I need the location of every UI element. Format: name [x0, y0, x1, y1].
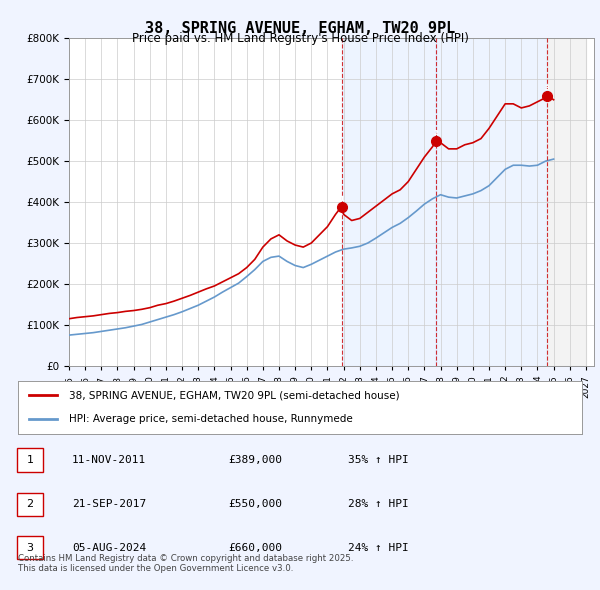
- Text: Contains HM Land Registry data © Crown copyright and database right 2025.
This d: Contains HM Land Registry data © Crown c…: [18, 554, 353, 573]
- Text: 2: 2: [434, 130, 439, 136]
- Text: Price paid vs. HM Land Registry's House Price Index (HPI): Price paid vs. HM Land Registry's House …: [131, 32, 469, 45]
- Text: 1: 1: [26, 455, 34, 465]
- Text: £389,000: £389,000: [228, 455, 282, 465]
- Text: 21-SEP-2017: 21-SEP-2017: [72, 500, 146, 509]
- Text: 3: 3: [26, 543, 34, 552]
- Text: 38, SPRING AVENUE, EGHAM, TW20 9PL (semi-detached house): 38, SPRING AVENUE, EGHAM, TW20 9PL (semi…: [69, 391, 400, 401]
- Text: £550,000: £550,000: [228, 500, 282, 509]
- Text: 35% ↑ HPI: 35% ↑ HPI: [348, 455, 409, 465]
- Text: 2: 2: [26, 500, 34, 509]
- Text: 38, SPRING AVENUE, EGHAM, TW20 9PL: 38, SPRING AVENUE, EGHAM, TW20 9PL: [145, 21, 455, 35]
- Text: £660,000: £660,000: [228, 543, 282, 552]
- Text: HPI: Average price, semi-detached house, Runnymede: HPI: Average price, semi-detached house,…: [69, 414, 353, 424]
- Bar: [436, 38, 547, 366]
- Text: 05-AUG-2024: 05-AUG-2024: [72, 543, 146, 552]
- Text: 1: 1: [339, 196, 344, 202]
- Bar: [547, 38, 586, 366]
- Text: 28% ↑ HPI: 28% ↑ HPI: [348, 500, 409, 509]
- Text: 11-NOV-2011: 11-NOV-2011: [72, 455, 146, 465]
- Bar: [341, 38, 436, 366]
- Text: 24% ↑ HPI: 24% ↑ HPI: [348, 543, 409, 552]
- Text: 3: 3: [545, 86, 550, 91]
